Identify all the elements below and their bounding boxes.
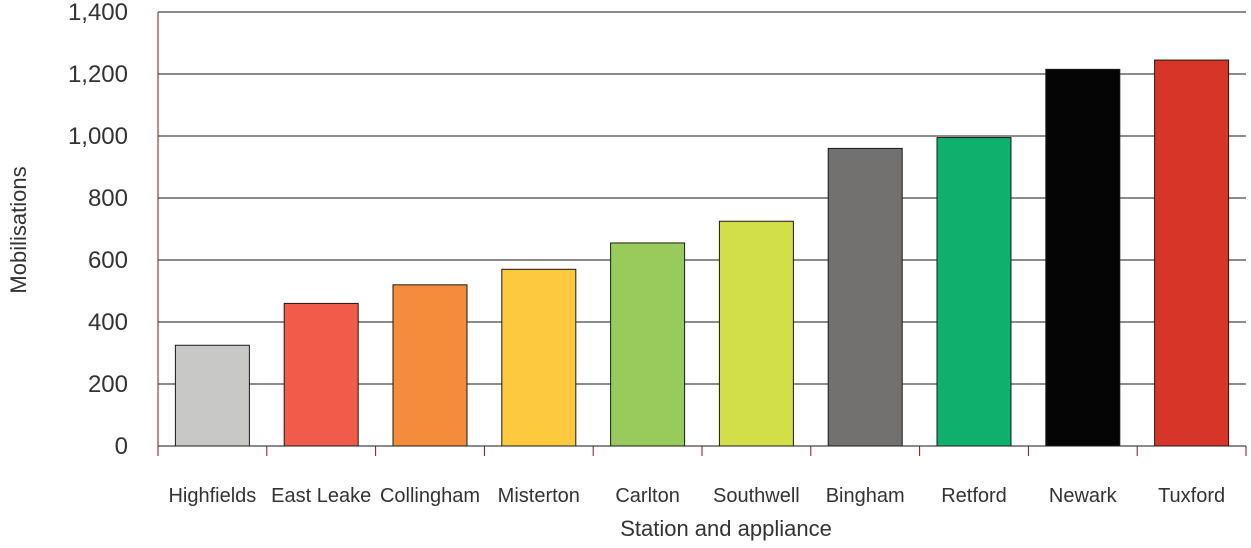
x-tick-labels: Highfields East Leake Collingham Misterton C… (168, 485, 1225, 507)
bar-east-leake (283, 302, 359, 447)
x-tick-label: Carlton (615, 485, 679, 507)
y-tick-label: 1,200 (68, 61, 128, 88)
bars (174, 59, 1230, 447)
x-axis-title: Station and appliance (620, 516, 832, 541)
bar-collingham (392, 284, 468, 447)
bar-highfields (174, 344, 250, 447)
bar-bingham (827, 147, 903, 447)
y-tick-label: 1,000 (68, 123, 128, 150)
x-tick-label: Retford (941, 485, 1007, 507)
bar-misterton (501, 268, 577, 447)
x-tick-label: Misterton (498, 485, 580, 507)
x-tick-label: Collingham (380, 485, 480, 507)
x-tick-label: Highfields (168, 485, 256, 507)
y-tick-label: 400 (88, 309, 128, 336)
x-tick-label: Newark (1049, 485, 1118, 507)
y-tick-label: 1,400 (68, 0, 128, 26)
y-tick-label: 800 (88, 185, 128, 212)
x-tick-label: Southwell (713, 485, 800, 507)
bar-newark (1045, 68, 1121, 447)
bar-southwell (718, 220, 794, 447)
y-tick-label: 600 (88, 247, 128, 274)
y-tick-label: 200 (88, 371, 128, 398)
y-tick-labels: 0 200 400 600 800 1,000 1,200 1,400 (68, 0, 128, 460)
axes (157, 12, 1247, 456)
x-tick-label: Tuxford (1158, 485, 1225, 507)
x-tick-label: Bingham (826, 485, 905, 507)
bar-carlton (610, 242, 686, 447)
y-axis-title: Mobilisations (6, 166, 31, 293)
x-tick-label: East Leake (271, 485, 371, 507)
y-tick-label: 0 (115, 433, 128, 460)
bar-retford (936, 137, 1012, 447)
bar-tuxford (1154, 59, 1230, 447)
